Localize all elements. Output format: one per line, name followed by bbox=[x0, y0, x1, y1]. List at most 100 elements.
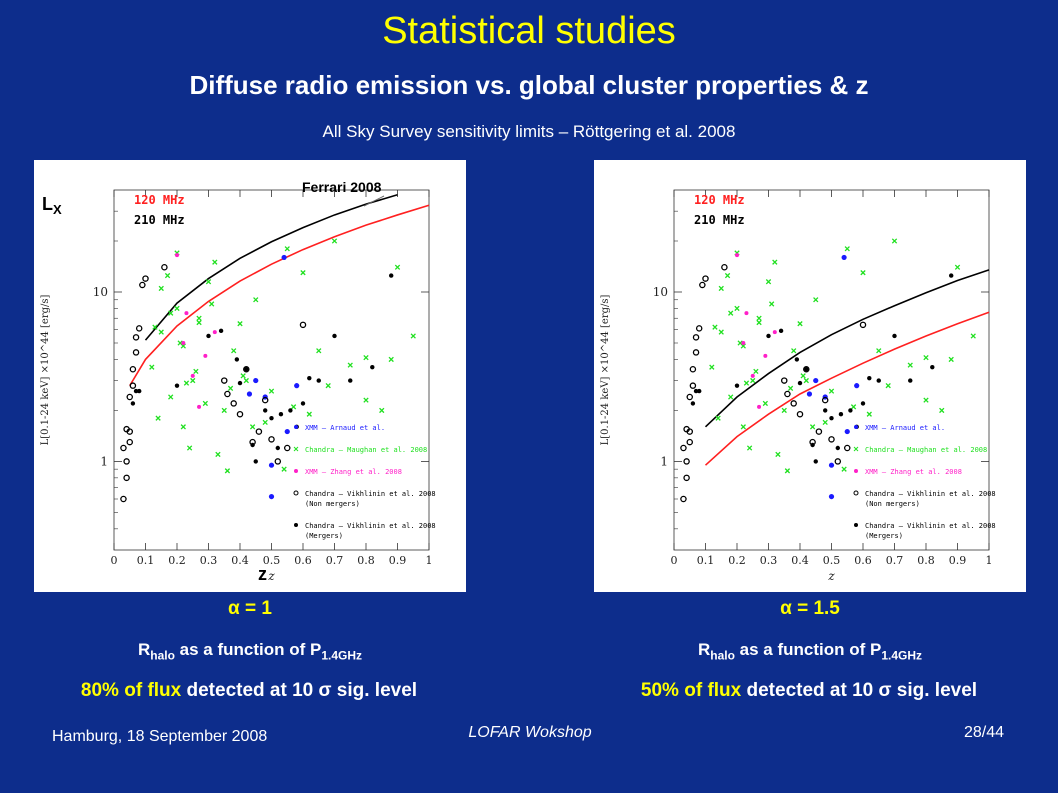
rhalo-sub: halo bbox=[710, 648, 735, 663]
rhalo-r: R bbox=[137, 640, 151, 659]
data-point bbox=[843, 444, 851, 452]
data-point bbox=[768, 301, 775, 307]
data-point bbox=[316, 378, 321, 383]
data-point bbox=[757, 404, 762, 409]
data-point bbox=[284, 428, 290, 435]
data-point bbox=[133, 388, 139, 394]
flux-highlight: 80% of flux bbox=[80, 680, 182, 701]
data-point bbox=[224, 468, 231, 474]
rhalo-mid: as a function of P bbox=[734, 640, 882, 659]
data-point bbox=[680, 444, 687, 452]
data-point bbox=[813, 297, 819, 303]
data-point bbox=[278, 411, 284, 417]
data-point bbox=[803, 377, 809, 384]
y-axis-label: L[0.1-24 keV] ×10^44 [erg/s] bbox=[600, 295, 611, 446]
data-point bbox=[822, 419, 828, 426]
data-point bbox=[923, 397, 929, 403]
data-point bbox=[348, 378, 353, 383]
data-point bbox=[299, 321, 307, 329]
scatter-chart-right: 0 0.1 0.2 0.3 0.4 0.5 0.6 0.7 0.8 0.9 1 1 10 z L[0.1-2… bbox=[600, 189, 996, 583]
data-point bbox=[215, 451, 221, 458]
data-point bbox=[168, 310, 174, 316]
data-point bbox=[744, 311, 749, 316]
data-point bbox=[821, 396, 829, 404]
data-point bbox=[261, 396, 269, 404]
legend-bottom-entry: Chandra – Vikhlinin et al. 2008 bbox=[865, 490, 996, 498]
data-point bbox=[190, 373, 195, 378]
data-point bbox=[284, 246, 290, 252]
data-point bbox=[762, 400, 769, 407]
data-point bbox=[735, 253, 739, 258]
data-point bbox=[158, 329, 164, 335]
data-point bbox=[158, 285, 164, 292]
data-point bbox=[686, 438, 694, 446]
footer-page-number: 28/44 bbox=[963, 724, 1004, 741]
data-point bbox=[262, 419, 268, 426]
data-point bbox=[325, 383, 331, 389]
data-point bbox=[347, 362, 353, 368]
x-tick-label: 0.7 bbox=[886, 554, 904, 567]
x-tick-label: 0.9 bbox=[389, 554, 407, 567]
data-point bbox=[152, 324, 158, 330]
data-point bbox=[734, 383, 740, 388]
data-point bbox=[689, 365, 697, 373]
data-point bbox=[389, 273, 394, 278]
data-point bbox=[813, 377, 819, 384]
data-point bbox=[283, 444, 291, 452]
data-point bbox=[728, 394, 734, 400]
data-point bbox=[363, 354, 369, 361]
scatter-chart-left: 0 0.1 0.2 0.3 0.4 0.5 0.6 0.7 0.8 0.9 1 1 10 z L[0.1-2… bbox=[40, 179, 436, 584]
data-point bbox=[844, 246, 850, 252]
data-point bbox=[196, 315, 202, 321]
chart-panel-left: 0 0.1 0.2 0.3 0.4 0.5 0.6 0.7 0.8 0.9 1 1 10 z L[0.1-2… bbox=[34, 160, 466, 592]
data-point bbox=[756, 319, 762, 326]
data-point bbox=[689, 382, 697, 389]
data-point bbox=[255, 428, 263, 435]
chart-panel-right: 0 0.1 0.2 0.3 0.4 0.5 0.6 0.7 0.8 0.9 1 1 10 z L[0.1-2… bbox=[594, 160, 1026, 592]
data-point bbox=[823, 408, 828, 413]
x-axis-label: z bbox=[267, 569, 275, 583]
data-point bbox=[120, 495, 127, 503]
data-point bbox=[796, 410, 804, 418]
data-point bbox=[797, 321, 803, 327]
data-point bbox=[129, 382, 137, 389]
data-point bbox=[294, 383, 300, 389]
data-point bbox=[844, 428, 850, 435]
data-point bbox=[949, 273, 954, 278]
data-point bbox=[907, 362, 913, 368]
curve-120-mhz bbox=[129, 204, 430, 387]
legend-bottom-entry-2: (Non mergers) bbox=[305, 500, 360, 508]
data-point bbox=[135, 325, 143, 332]
x-tick-label: 1 bbox=[986, 554, 993, 567]
data-point bbox=[174, 383, 180, 388]
data-point bbox=[718, 285, 724, 292]
data-point bbox=[227, 385, 234, 391]
legend-marker bbox=[293, 490, 299, 496]
annotation-lx-sub: X bbox=[53, 202, 62, 217]
data-point bbox=[860, 401, 866, 406]
data-point bbox=[269, 415, 274, 421]
x-tick-label: 0.2 bbox=[168, 554, 186, 567]
data-point bbox=[394, 264, 401, 270]
data-point bbox=[253, 459, 258, 464]
legend-marker bbox=[854, 469, 858, 473]
data-point bbox=[834, 458, 842, 465]
data-point bbox=[718, 329, 724, 335]
data-point bbox=[680, 495, 687, 503]
data-point bbox=[300, 401, 306, 406]
data-point bbox=[803, 365, 810, 373]
data-point bbox=[741, 340, 746, 345]
curve-210-mhz bbox=[144, 193, 398, 341]
data-point bbox=[123, 425, 130, 433]
data-point bbox=[828, 462, 835, 468]
y-tick-label: 10 bbox=[93, 285, 108, 299]
data-point bbox=[692, 349, 700, 356]
legend-marker bbox=[293, 446, 299, 452]
y-tick-label: 10 bbox=[653, 285, 668, 299]
x-tick-label: 0 bbox=[671, 554, 678, 567]
data-point bbox=[275, 445, 280, 451]
data-point bbox=[123, 474, 130, 482]
data-point bbox=[892, 333, 897, 339]
data-point bbox=[743, 380, 750, 386]
data-point bbox=[828, 493, 835, 500]
